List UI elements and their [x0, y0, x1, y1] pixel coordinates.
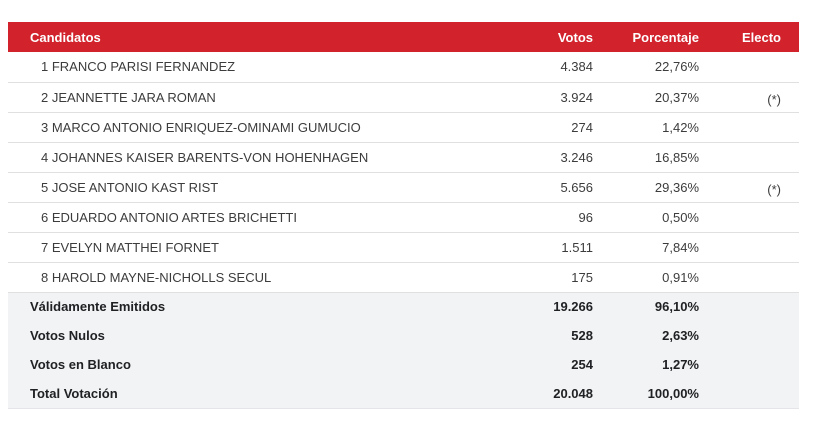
table-row: 7 EVELYN MATTHEI FORNET 1.511 7,84%	[8, 232, 799, 263]
summary-electo-empty	[723, 292, 799, 321]
summary-label: Total Votación	[8, 379, 519, 409]
table-row: 3 MARCO ANTONIO ENRIQUEZ-OMINAMI GUMUCIO…	[8, 112, 799, 143]
summary-percentage: 1,27%	[617, 350, 723, 379]
table-row: 2 JEANNETTE JARA ROMAN 3.924 20,37% (*)	[8, 82, 799, 113]
header-porcentaje: Porcentaje	[617, 22, 723, 52]
candidate-name: 4 JOHANNES KAISER BARENTS-VON HOHENHAGEN	[8, 142, 519, 173]
candidate-electo-mark	[723, 112, 799, 143]
header-candidatos: Candidatos	[8, 22, 519, 52]
candidate-electo-mark	[723, 232, 799, 263]
candidate-votes: 1.511	[519, 232, 617, 263]
header-electo: Electo	[723, 22, 799, 52]
candidate-name: 5 JOSE ANTONIO KAST RIST	[8, 172, 519, 203]
candidate-percentage: 16,85%	[617, 142, 723, 173]
candidate-percentage: 22,76%	[617, 52, 723, 83]
table-row: 5 JOSE ANTONIO KAST RIST 5.656 29,36% (*…	[8, 172, 799, 203]
candidate-electo-mark	[723, 262, 799, 293]
summary-electo-empty	[723, 379, 799, 409]
candidate-votes: 96	[519, 202, 617, 233]
summary-label: Votos Nulos	[8, 321, 519, 350]
candidate-percentage: 1,42%	[617, 112, 723, 143]
summary-row-votos-en-blanco: Votos en Blanco 254 1,27%	[8, 350, 799, 379]
table-row: 8 HAROLD MAYNE-NICHOLLS SECUL 175 0,91%	[8, 262, 799, 293]
table-row: 6 EDUARDO ANTONIO ARTES BRICHETTI 96 0,5…	[8, 202, 799, 233]
candidate-electo-mark: (*)	[723, 172, 799, 203]
header-votos: Votos	[519, 22, 617, 52]
summary-votes: 528	[519, 321, 617, 350]
candidate-electo-mark	[723, 142, 799, 173]
table-body: 1 FRANCO PARISI FERNANDEZ 4.384 22,76% 2…	[8, 52, 799, 409]
summary-percentage: 100,00%	[617, 379, 723, 409]
table-header-row: Candidatos Votos Porcentaje Electo	[8, 22, 799, 52]
candidate-votes: 5.656	[519, 172, 617, 203]
results-table-container: Candidatos Votos Porcentaje Electo 1 FRA…	[8, 22, 799, 409]
candidate-name: 6 EDUARDO ANTONIO ARTES BRICHETTI	[8, 202, 519, 233]
candidate-name: 2 JEANNETTE JARA ROMAN	[8, 82, 519, 113]
candidate-votes: 4.384	[519, 52, 617, 83]
summary-row-validamente-emitidos: Válidamente Emitidos 19.266 96,10%	[8, 292, 799, 321]
summary-row-votos-nulos: Votos Nulos 528 2,63%	[8, 321, 799, 350]
summary-percentage: 96,10%	[617, 292, 723, 321]
summary-row-total-votacion: Total Votación 20.048 100,00%	[8, 379, 799, 409]
candidate-percentage: 0,50%	[617, 202, 723, 233]
candidate-percentage: 0,91%	[617, 262, 723, 293]
candidate-name: 7 EVELYN MATTHEI FORNET	[8, 232, 519, 263]
table-row: 1 FRANCO PARISI FERNANDEZ 4.384 22,76%	[8, 52, 799, 83]
candidate-electo-mark	[723, 202, 799, 233]
candidate-name: 1 FRANCO PARISI FERNANDEZ	[8, 52, 519, 83]
summary-label: Votos en Blanco	[8, 350, 519, 379]
summary-electo-empty	[723, 350, 799, 379]
summary-percentage: 2,63%	[617, 321, 723, 350]
table-header: Candidatos Votos Porcentaje Electo	[8, 22, 799, 52]
summary-votes: 19.266	[519, 292, 617, 321]
table-row: 4 JOHANNES KAISER BARENTS-VON HOHENHAGEN…	[8, 142, 799, 173]
candidate-votes: 3.246	[519, 142, 617, 173]
candidate-electo-mark	[723, 52, 799, 83]
candidate-percentage: 7,84%	[617, 232, 723, 263]
results-table: Candidatos Votos Porcentaje Electo 1 FRA…	[8, 22, 799, 409]
candidate-votes: 274	[519, 112, 617, 143]
summary-electo-empty	[723, 321, 799, 350]
candidate-electo-mark: (*)	[723, 82, 799, 113]
summary-label: Válidamente Emitidos	[8, 292, 519, 321]
candidate-votes: 175	[519, 262, 617, 293]
summary-votes: 20.048	[519, 379, 617, 409]
candidate-percentage: 29,36%	[617, 172, 723, 203]
summary-votes: 254	[519, 350, 617, 379]
candidate-percentage: 20,37%	[617, 82, 723, 113]
candidate-name: 8 HAROLD MAYNE-NICHOLLS SECUL	[8, 262, 519, 293]
candidate-name: 3 MARCO ANTONIO ENRIQUEZ-OMINAMI GUMUCIO	[8, 112, 519, 143]
candidate-votes: 3.924	[519, 82, 617, 113]
